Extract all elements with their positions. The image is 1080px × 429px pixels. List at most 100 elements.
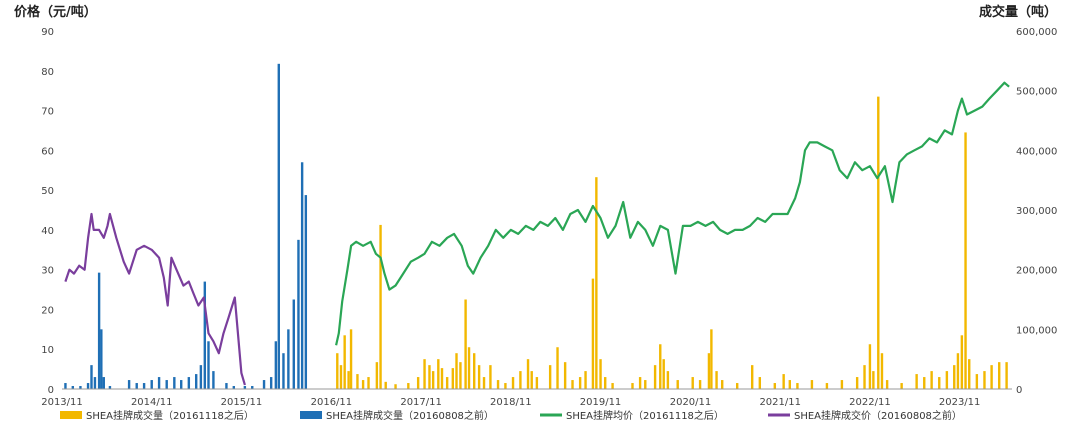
volume-bar (511, 377, 515, 389)
volume-bar (863, 365, 866, 389)
volume-bar (262, 380, 266, 389)
volume-bar (691, 377, 694, 389)
volume-bar (375, 362, 379, 389)
volume-bar (459, 362, 462, 389)
volume-bar (662, 359, 665, 389)
left-tick-label: 10 (41, 345, 54, 356)
right-tick-label: 600,000 (1016, 27, 1057, 38)
volume-bar (945, 371, 949, 389)
volume-bar (960, 335, 964, 389)
volume-bar (212, 371, 215, 389)
volume-bar (872, 371, 875, 389)
volume-bar (710, 329, 713, 389)
volume-bar (336, 353, 339, 389)
volume-bar (142, 383, 146, 389)
volume-bar (90, 365, 93, 389)
legend-swatch (300, 411, 322, 419)
left-tick-label: 40 (41, 226, 54, 237)
volume-bar (287, 329, 290, 389)
volume-bar (923, 377, 926, 389)
left-tick-label: 30 (41, 266, 54, 277)
volume-bar (472, 353, 476, 389)
right-tick-label: 100,000 (1016, 325, 1057, 336)
volume-bar (721, 380, 724, 389)
volume-bar (195, 374, 198, 389)
volume-bar (750, 365, 754, 389)
volume-bar (930, 371, 933, 389)
volume-bar (455, 353, 458, 389)
volume-bar (855, 377, 859, 389)
volume-bar (127, 380, 131, 389)
volume-bar (877, 96, 880, 389)
volume-bar (108, 386, 112, 389)
volume-bar (840, 380, 844, 389)
left-tick-label: 70 (41, 107, 54, 118)
left-tick-label: 0 (48, 385, 54, 396)
volume-bar (157, 377, 161, 389)
volume-bar (968, 359, 971, 389)
volume-bar (563, 362, 567, 389)
x-tick-label: 2013/11 (41, 397, 83, 408)
volume-bar (277, 63, 280, 390)
volume-bar (165, 380, 168, 389)
volume-bar (796, 383, 799, 389)
x-tick-label: 2014/11 (131, 397, 173, 408)
volume-bar (773, 383, 777, 389)
right-axis-ticks: 0 100,000 200,000 300,000 400,000 500,000 600,… (1016, 27, 1057, 396)
volume-bar (975, 374, 979, 389)
volume-bar (416, 377, 420, 389)
volume-bar (707, 353, 711, 389)
volume-bar (379, 224, 382, 389)
volume-bar (599, 359, 602, 389)
volume-bar (243, 386, 247, 389)
volume-bar (496, 380, 500, 389)
volume-bar (638, 377, 642, 389)
price-lines (64, 81, 1010, 386)
volume-bar (407, 383, 410, 389)
volume-bar (304, 195, 308, 389)
volume-bar (868, 344, 872, 389)
volume-bar (659, 344, 662, 389)
volume-bar (207, 341, 210, 389)
volume-bar (644, 380, 647, 389)
volume-bar (482, 377, 486, 389)
volume-bar (97, 272, 101, 389)
volume-bars (64, 63, 1008, 390)
volume-bar (571, 380, 574, 389)
volume-bar (394, 384, 397, 389)
volume-bar (666, 371, 670, 389)
legend: SHEA挂牌成交量（20161118之后） SHEA挂牌成交量（20160808之… (60, 409, 962, 422)
volume-bar (451, 368, 455, 389)
legend-label: SHEA挂牌成交价（20160808之前） (794, 409, 962, 422)
left-tick-label: 20 (41, 305, 54, 316)
volume-bar (530, 371, 533, 389)
volume-bar (93, 377, 97, 389)
volume-bar (526, 359, 530, 389)
x-tick-label: 2018/11 (490, 397, 532, 408)
price-line (335, 81, 1010, 346)
volume-bar (698, 380, 702, 389)
volume-bar (428, 365, 431, 389)
price-line (64, 212, 246, 386)
left-axis-title: 价格（元/吨） (14, 4, 97, 20)
volume-bar (477, 365, 481, 389)
volume-bar (548, 365, 552, 389)
volume-bar (900, 383, 903, 389)
left-tick-label: 60 (41, 146, 54, 157)
right-tick-label: 300,000 (1016, 206, 1057, 217)
volume-bar (300, 162, 304, 389)
volume-bar (788, 380, 792, 389)
volume-bar (880, 353, 884, 389)
volume-bar (998, 362, 1001, 389)
volume-bar (173, 377, 176, 389)
left-axis-ticks: 0 10 20 30 40 50 60 70 80 90 (41, 27, 54, 396)
volume-bar (489, 365, 492, 389)
left-tick-label: 90 (41, 27, 54, 38)
legend-label: SHEA挂牌均价（20161118之后） (566, 409, 724, 422)
volume-bar (782, 374, 785, 389)
volume-bar (282, 353, 285, 389)
volume-bar (135, 383, 138, 389)
x-tick-label: 2020/11 (670, 397, 712, 408)
volume-bar (440, 368, 444, 389)
volume-bar (150, 380, 153, 389)
